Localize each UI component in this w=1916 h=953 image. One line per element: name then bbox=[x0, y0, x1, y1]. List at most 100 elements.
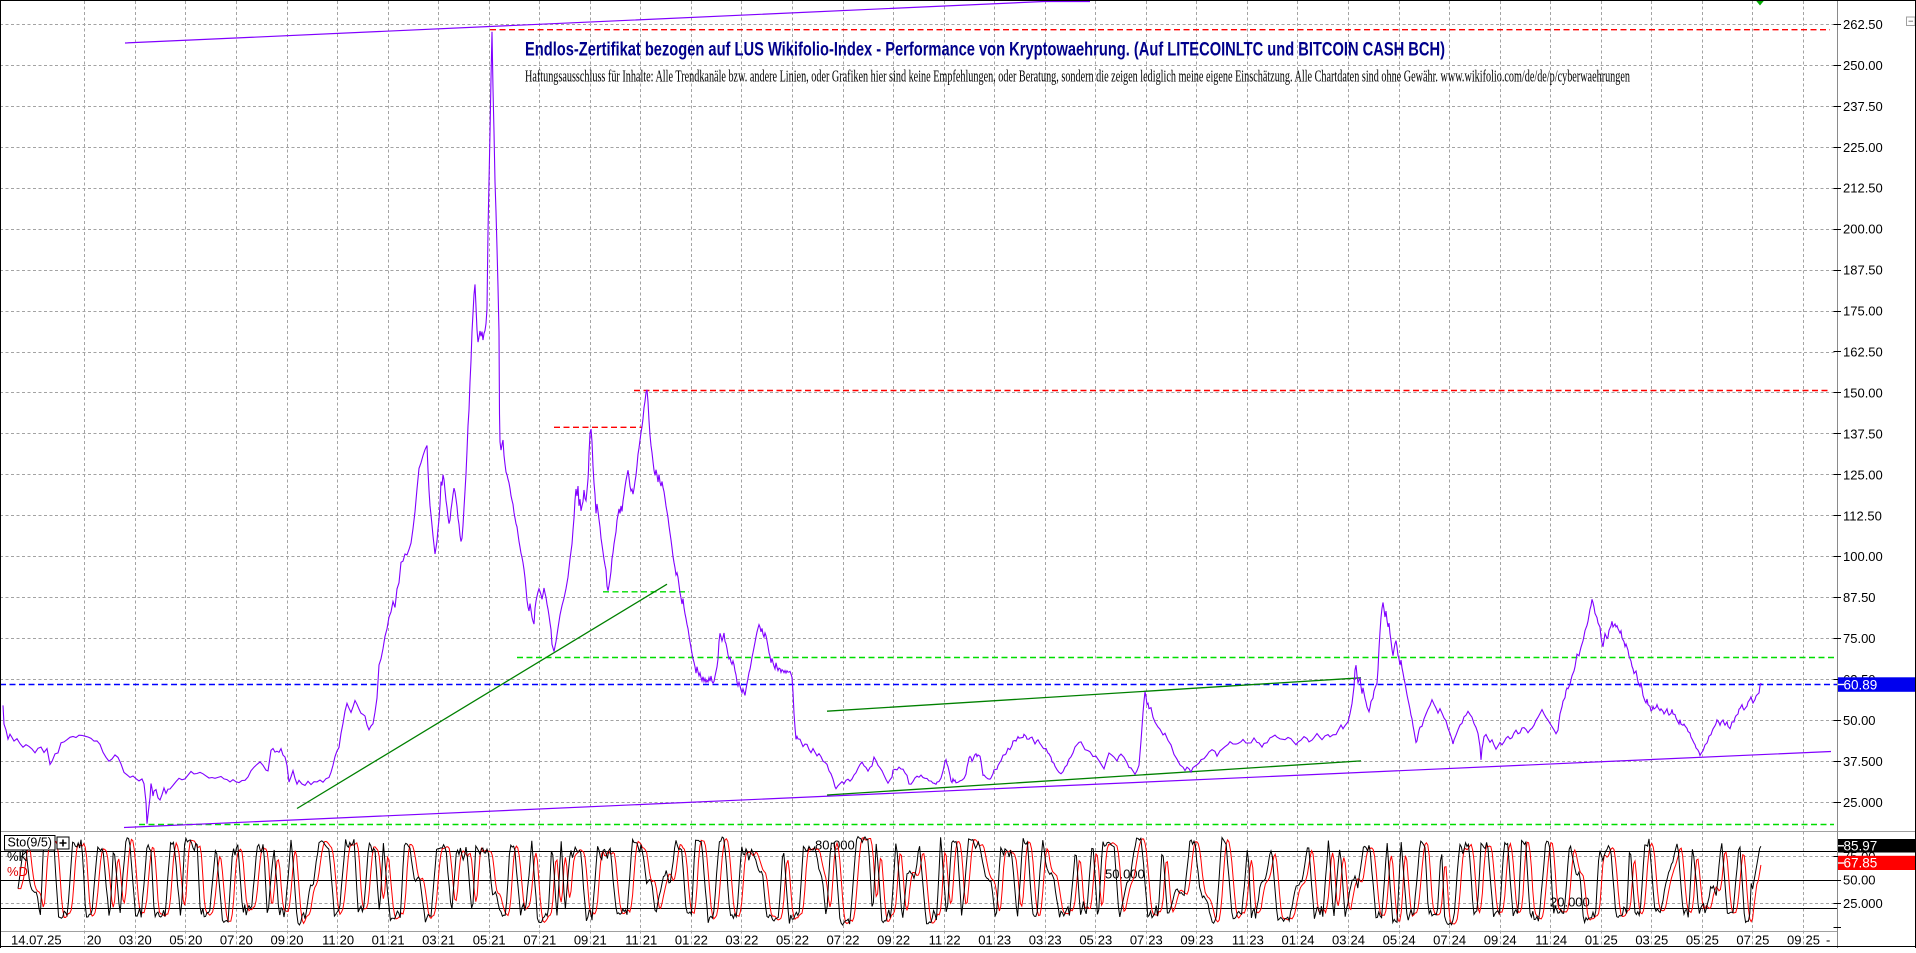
svg-text:20: 20 bbox=[340, 933, 354, 948]
svg-text:22: 22 bbox=[744, 933, 758, 948]
svg-text:22: 22 bbox=[946, 933, 960, 948]
svg-text:21: 21 bbox=[592, 933, 606, 948]
svg-text:23: 23 bbox=[997, 933, 1011, 948]
svg-text:09: 09 bbox=[271, 933, 285, 948]
svg-text:05: 05 bbox=[169, 933, 183, 948]
svg-text:21: 21 bbox=[491, 933, 505, 948]
svg-text:11: 11 bbox=[1535, 933, 1549, 948]
svg-text:07: 07 bbox=[1736, 933, 1750, 948]
svg-text:21: 21 bbox=[441, 933, 455, 948]
svg-text:24: 24 bbox=[1300, 933, 1314, 948]
svg-text:03: 03 bbox=[1029, 933, 1043, 948]
svg-text:22: 22 bbox=[795, 933, 809, 948]
svg-text:137.50: 137.50 bbox=[1843, 426, 1883, 441]
svg-text:50.00: 50.00 bbox=[1843, 713, 1876, 728]
svg-text:11: 11 bbox=[625, 933, 639, 948]
svg-text:07: 07 bbox=[1433, 933, 1447, 948]
svg-text:187.50: 187.50 bbox=[1843, 263, 1883, 278]
svg-text:24: 24 bbox=[1351, 933, 1365, 948]
svg-text:14.07.25: 14.07.25 bbox=[11, 933, 62, 948]
svg-text:Sto(9/5): Sto(9/5) bbox=[8, 836, 52, 850]
svg-text:22: 22 bbox=[845, 933, 859, 948]
svg-text:01: 01 bbox=[1282, 933, 1296, 948]
svg-text:03: 03 bbox=[1332, 933, 1346, 948]
svg-text:03: 03 bbox=[1635, 933, 1649, 948]
svg-text:25.000: 25.000 bbox=[1843, 896, 1883, 911]
svg-text:112.50: 112.50 bbox=[1843, 508, 1882, 523]
svg-text:25: 25 bbox=[1654, 933, 1668, 948]
svg-text:175.00: 175.00 bbox=[1843, 304, 1883, 319]
svg-text:262.50: 262.50 bbox=[1843, 17, 1883, 32]
svg-text:Haftungsausschluss für Inhalte: Haftungsausschluss für Inhalte: Alle Tre… bbox=[525, 67, 1630, 86]
svg-text:05: 05 bbox=[1079, 933, 1093, 948]
svg-text:09: 09 bbox=[574, 933, 588, 948]
svg-text:162.50: 162.50 bbox=[1843, 345, 1883, 360]
svg-text:01: 01 bbox=[1585, 933, 1599, 948]
svg-text:07: 07 bbox=[523, 933, 537, 948]
svg-text:11: 11 bbox=[322, 933, 336, 948]
svg-text:23: 23 bbox=[1249, 933, 1263, 948]
svg-text:07: 07 bbox=[1130, 933, 1144, 948]
svg-text:07: 07 bbox=[827, 933, 841, 948]
svg-text:03: 03 bbox=[725, 933, 739, 948]
svg-text:05: 05 bbox=[1686, 933, 1700, 948]
svg-text:37.500: 37.500 bbox=[1843, 754, 1883, 769]
svg-text:23: 23 bbox=[1199, 933, 1213, 948]
svg-text:11: 11 bbox=[929, 933, 943, 948]
svg-text:23: 23 bbox=[1098, 933, 1112, 948]
svg-text:75.00: 75.00 bbox=[1843, 631, 1876, 646]
svg-text:21: 21 bbox=[542, 933, 556, 948]
svg-text:212.50: 212.50 bbox=[1843, 181, 1883, 196]
svg-text:20: 20 bbox=[137, 933, 151, 948]
svg-text:03: 03 bbox=[422, 933, 436, 948]
svg-text:22: 22 bbox=[693, 933, 707, 948]
svg-text:09: 09 bbox=[1484, 933, 1498, 948]
svg-text:250.00: 250.00 bbox=[1843, 58, 1883, 73]
svg-text:-: - bbox=[1826, 933, 1830, 948]
svg-text:25.000: 25.000 bbox=[1843, 795, 1883, 810]
svg-text:24: 24 bbox=[1401, 933, 1415, 948]
svg-text:09: 09 bbox=[1180, 933, 1194, 948]
svg-text:50.00: 50.00 bbox=[1843, 873, 1876, 888]
svg-text:03: 03 bbox=[119, 933, 133, 948]
svg-text:150.00: 150.00 bbox=[1843, 385, 1883, 400]
svg-text:20: 20 bbox=[188, 933, 202, 948]
svg-text:09: 09 bbox=[1787, 933, 1801, 948]
svg-text:200.00: 200.00 bbox=[1843, 222, 1883, 237]
svg-text:01: 01 bbox=[372, 933, 386, 948]
svg-text:100.00: 100.00 bbox=[1843, 549, 1883, 564]
svg-text:20.000: 20.000 bbox=[1550, 895, 1590, 910]
svg-text:20: 20 bbox=[87, 933, 101, 948]
svg-text:05: 05 bbox=[1383, 933, 1397, 948]
svg-text:60.89: 60.89 bbox=[1844, 678, 1878, 693]
svg-text:%K: %K bbox=[7, 849, 28, 864]
svg-text:21: 21 bbox=[643, 933, 657, 948]
svg-text:05: 05 bbox=[473, 933, 487, 948]
svg-text:125.00: 125.00 bbox=[1843, 467, 1883, 482]
svg-text:Endlos-Zertifikat bezogen auf: Endlos-Zertifikat bezogen auf LUS Wikifo… bbox=[525, 40, 1445, 61]
svg-text:23: 23 bbox=[1047, 933, 1061, 948]
svg-text:24: 24 bbox=[1553, 933, 1567, 948]
svg-text:05: 05 bbox=[776, 933, 790, 948]
svg-text:07: 07 bbox=[220, 933, 234, 948]
svg-text:24: 24 bbox=[1502, 933, 1516, 948]
svg-text:25: 25 bbox=[1603, 933, 1617, 948]
svg-text:24: 24 bbox=[1452, 933, 1466, 948]
svg-text:25: 25 bbox=[1704, 933, 1718, 948]
svg-text:22: 22 bbox=[896, 933, 910, 948]
svg-text:20: 20 bbox=[289, 933, 303, 948]
svg-text:25: 25 bbox=[1755, 933, 1769, 948]
svg-text:50.000: 50.000 bbox=[1105, 867, 1145, 882]
svg-text:11: 11 bbox=[1232, 933, 1246, 948]
svg-text:01: 01 bbox=[978, 933, 992, 948]
svg-text:%D: %D bbox=[7, 864, 28, 879]
svg-text:01: 01 bbox=[675, 933, 689, 948]
svg-text:21: 21 bbox=[390, 933, 404, 948]
svg-text:67.85: 67.85 bbox=[1844, 856, 1878, 871]
svg-text:85.97: 85.97 bbox=[1844, 839, 1878, 854]
svg-text:225.00: 225.00 bbox=[1843, 140, 1883, 155]
svg-text:237.50: 237.50 bbox=[1843, 99, 1883, 114]
svg-text:20: 20 bbox=[238, 933, 252, 948]
svg-text:87.50: 87.50 bbox=[1843, 590, 1876, 605]
svg-text:09: 09 bbox=[877, 933, 891, 948]
